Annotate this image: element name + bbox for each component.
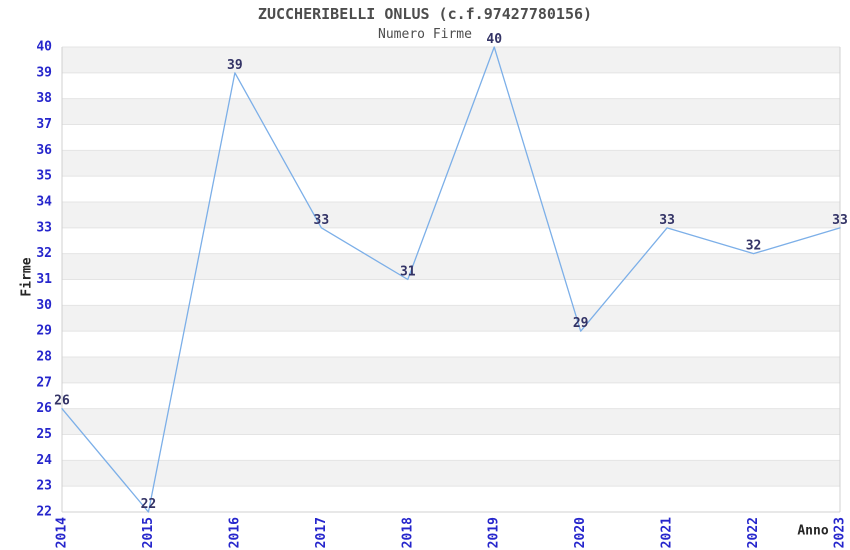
- y-tick-label: 25: [36, 427, 52, 442]
- data-point-label: 39: [227, 58, 243, 73]
- grid-band: [62, 47, 840, 73]
- x-tick-label: 2014: [55, 517, 70, 548]
- x-axis-tick-labels: 2014 2015 2016 2017 2018 2019 2020 2021 2022 2023: [55, 517, 848, 548]
- grid-band: [62, 305, 840, 332]
- chart-title: ZUCCHERIBELLI ONLUS (c.f.97427780156): [257, 5, 593, 23]
- y-axis-tick-labels: 22 23 24 25 26 27 28 29 30 31 32 33 34 35 36 37 38 39 40: [36, 40, 52, 520]
- y-tick-label: 38: [36, 91, 52, 106]
- y-tick-label: 35: [36, 169, 52, 184]
- y-tick-label: 26: [36, 401, 52, 416]
- data-line: [61, 46, 841, 513]
- x-tick-label: 2015: [141, 517, 156, 548]
- y-tick-label: 27: [36, 375, 52, 390]
- x-tick-label: 2022: [746, 517, 761, 548]
- background-bands: [62, 47, 840, 487]
- data-point-label: 33: [314, 213, 330, 228]
- y-tick-label: 32: [36, 246, 52, 261]
- x-axis-label: Anno: [797, 524, 828, 539]
- x-tick-label: 2018: [400, 517, 415, 548]
- y-tick-label: 31: [36, 272, 52, 287]
- data-point-label: 40: [486, 32, 502, 47]
- y-tick-label: 30: [36, 298, 52, 313]
- x-tick-label: 2017: [314, 517, 329, 548]
- x-tick-label: 2019: [487, 517, 502, 548]
- chart-subtitle: Numero Firme: [378, 27, 472, 42]
- grid-band: [62, 202, 840, 228]
- data-point-label: 33: [659, 213, 675, 228]
- y-tick-label: 33: [36, 220, 52, 235]
- x-tick-label: 2020: [573, 517, 588, 548]
- grid-band: [62, 408, 840, 435]
- data-point-label: 22: [141, 497, 157, 512]
- data-point-label: 31: [400, 265, 416, 280]
- grid-band: [62, 460, 840, 487]
- y-tick-label: 40: [36, 40, 52, 55]
- grid-band: [62, 253, 840, 280]
- y-axis-label: Firme: [20, 257, 35, 296]
- data-point-labels: 26 22 39 33 31 40 29 33 32 33: [54, 32, 848, 512]
- gridlines: [61, 46, 841, 513]
- data-point-label: 33: [832, 213, 848, 228]
- y-tick-label: 23: [36, 479, 52, 494]
- data-point-label: 26: [54, 394, 70, 409]
- y-tick-label: 22: [36, 505, 52, 520]
- x-tick-label: 2023: [833, 517, 848, 548]
- data-point-label: 32: [746, 239, 762, 254]
- grid-band: [62, 98, 840, 125]
- y-tick-label: 24: [36, 453, 52, 468]
- y-tick-label: 37: [36, 117, 52, 132]
- y-tick-label: 39: [36, 65, 52, 80]
- y-tick-label: 29: [36, 324, 52, 339]
- x-tick-label: 2021: [660, 517, 675, 548]
- y-tick-label: 36: [36, 143, 52, 158]
- grid-band: [62, 357, 840, 383]
- y-tick-label: 34: [36, 195, 52, 210]
- y-tick-label: 28: [36, 350, 52, 365]
- x-tick-label: 2016: [227, 517, 242, 548]
- data-point-label: 29: [573, 316, 589, 331]
- data-series: [61, 46, 841, 513]
